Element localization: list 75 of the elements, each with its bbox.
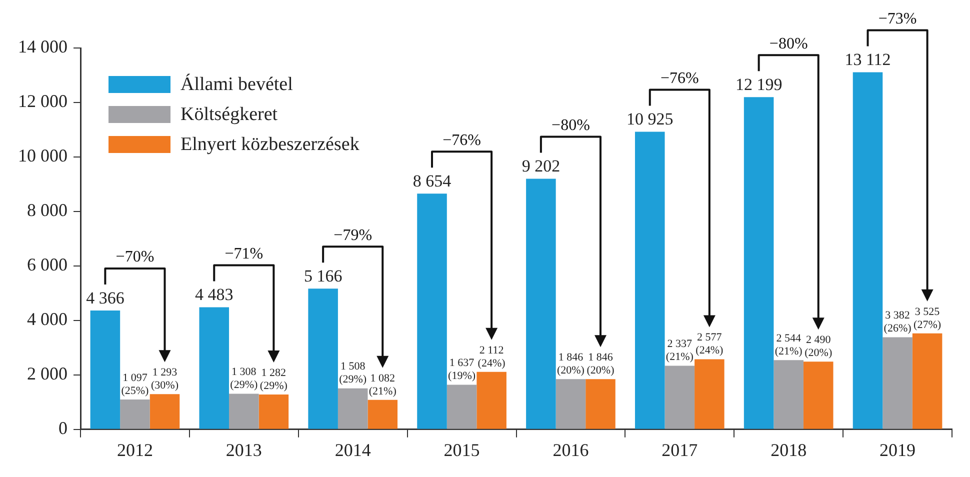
bar: [368, 400, 398, 429]
y-tick-label: 14 000: [18, 36, 68, 57]
bar: [556, 379, 586, 429]
y-tick-label: 12 000: [18, 91, 68, 112]
y-tick-label: 6 000: [27, 254, 68, 275]
annotation: −80%: [769, 35, 808, 52]
data-label: 2 337 (21%): [666, 338, 694, 364]
bar: [229, 394, 259, 429]
x-tick-label: 2017: [662, 440, 698, 460]
x-tick-label: 2013: [226, 440, 262, 460]
bar: [526, 178, 556, 429]
data-label: 1 846 (20%): [586, 352, 615, 376]
data-label: 1 293 (30%): [150, 366, 179, 392]
annotation: −71%: [224, 245, 264, 262]
legend-label: Állami bevétel: [180, 72, 293, 95]
data-label: 9 202: [522, 156, 560, 176]
data-label: 1 846 (20%): [556, 352, 585, 376]
data-label: 1 282 (29%): [260, 366, 288, 392]
data-label: 5 166: [304, 266, 342, 286]
data-label: 1 508 (29%): [339, 360, 367, 386]
y-tick-label: 0: [58, 418, 68, 438]
data-label: 2 490 (20%): [804, 334, 832, 359]
annotation: −70%: [116, 248, 154, 266]
annotation: −76%: [660, 70, 699, 87]
bar: [417, 194, 447, 429]
data-label: 2 544 (21%): [774, 332, 803, 358]
y-tick-label: 10 000: [18, 146, 68, 166]
bar: [338, 388, 368, 429]
data-label: 13 112: [844, 50, 891, 70]
y-tick-label: 8 000: [27, 200, 68, 220]
y-tick-label: 4 000: [27, 309, 68, 330]
bar: [586, 379, 616, 429]
bar: [803, 362, 834, 429]
bar: [882, 337, 912, 429]
bar: [852, 72, 883, 429]
x-tick-label: 2019: [880, 440, 916, 460]
bar: [664, 366, 695, 429]
x-tick-label: 2018: [770, 440, 807, 460]
bar: [774, 360, 804, 429]
data-label: 10 925: [626, 110, 674, 129]
data-label: 2 112 (24%): [478, 344, 506, 370]
bar: [634, 132, 665, 429]
x-tick-label: 2016: [552, 440, 589, 460]
data-label: 8 654: [412, 172, 452, 191]
data-label: 12 199: [735, 75, 782, 94]
x-tick-label: 2014: [334, 440, 371, 460]
bar: [446, 384, 477, 429]
data-label: 1 097 (25%): [121, 372, 150, 397]
bar: [90, 310, 120, 429]
bar: [150, 394, 180, 429]
data-label: 4 483: [195, 285, 234, 304]
x-tick-label: 2012: [116, 440, 153, 460]
bar: [476, 372, 506, 429]
x-tick-label: 2015: [444, 440, 480, 460]
annotation: −76%: [442, 132, 481, 149]
bar: [199, 307, 230, 429]
y-tick-label: 2 000: [27, 364, 68, 384]
bar: [912, 333, 942, 429]
text: −73%: [878, 10, 917, 28]
legend-label: Elnyert közbeszerzések: [180, 134, 360, 155]
data-label: 4 366: [86, 288, 124, 308]
annotation: −79%: [334, 226, 372, 244]
data-label: 3 382 (26%): [884, 310, 912, 335]
annotation: −80%: [552, 116, 590, 134]
data-label: 2 577 (24%): [696, 332, 724, 357]
bar: [258, 394, 289, 429]
data-label: 1 637 (19%): [448, 357, 476, 382]
bar: [308, 288, 338, 429]
bar: [744, 97, 774, 429]
data-label: 1 308 (29%): [230, 366, 258, 392]
data-label: 3 525 (27%): [914, 306, 942, 331]
data-label: 1 082 (21%): [368, 372, 397, 398]
bar: [120, 400, 150, 429]
legend-label: Költségkeret: [180, 104, 278, 125]
bar: [694, 359, 724, 429]
